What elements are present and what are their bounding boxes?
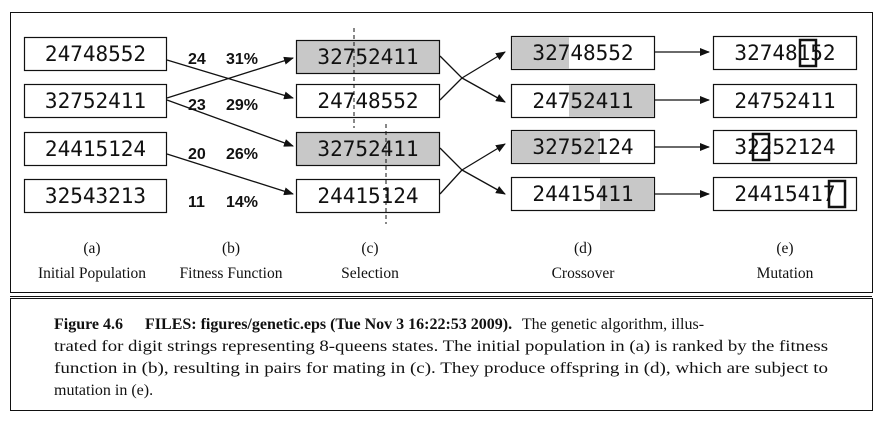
fitness-percent: 26% [226,146,258,163]
crossover-box: 24752411 [510,83,656,119]
fitness-percent: 29% [226,97,258,114]
caption-line: mutation in (e). [54,382,153,399]
selection-string: 32752411 [317,45,418,69]
selection-string: 24415124 [317,184,418,208]
initial-box: 32752411 [23,83,168,119]
fitness-percent: 14% [226,194,258,211]
label-name: Selection [341,265,399,282]
initial-string: 24748552 [45,42,146,66]
initial-string: 32543213 [45,184,146,208]
mutation-box: 32252124 [712,129,858,165]
crossover-column: 32748552 24752411 32752124 24415411 [510,35,656,212]
caption-files: FILES: figures/genetic.eps (Tue Nov 3 16… [145,316,512,333]
label-letter: (b) [222,240,240,257]
mutation-string: 32252124 [734,135,835,159]
selection-box: 32752411 [295,39,441,75]
crossover-string: 24752411 [532,89,633,113]
initial-string: 32752411 [45,89,146,113]
fitness-percent: 31% [226,51,258,68]
label-letter: (d) [574,240,592,257]
mutation-box: 24415417 [712,176,858,212]
caption-figure-number: Figure 4.6 [54,316,123,333]
crossover-string: 32752124 [532,135,633,159]
label-letter: (a) [83,240,100,257]
crossover-box: 32748552 [510,35,656,71]
crossover-box: 32752124 [510,129,656,165]
fitness-values: 24 31% 23 29% 20 26% 11 14% [188,51,258,211]
fitness-score: 11 [188,194,205,211]
initial-box: 32543213 [23,178,168,214]
crossover-string: 24415411 [532,182,633,206]
mutated-digit-marker [827,179,847,209]
label-letter: (e) [776,240,793,257]
caption-line: trated for digit strings representing 8-… [54,338,828,355]
label-name: Mutation [757,265,814,282]
column-labels: (a) Initial Population (b) Fitness Funct… [38,240,814,282]
mutation-string: 32748152 [734,41,835,65]
label-name: Initial Population [38,265,146,282]
label-letter: (c) [361,240,378,257]
fitness-score: 20 [188,146,206,163]
selection-arrows [166,56,294,196]
mutation-column: 32748152 24752411 32252124 24415417 [712,35,858,212]
crossover-arrows [439,51,506,195]
diagram-border [10,12,873,293]
mutation-box: 32748152 [712,35,858,71]
mutation-box: 24752411 [712,83,858,119]
label-name: Fitness Function [180,265,283,282]
selection-column: 32752411 24748552 32752411 24415124 [295,28,441,224]
selection-box: 32752411 [295,131,441,167]
selection-string: 24748552 [317,89,418,113]
initial-string: 24415124 [45,137,146,161]
initial-population: 24748552 32752411 24415124 32543213 [23,36,168,214]
crossover-box: 24415411 [510,176,656,212]
mutation-string: 24415417 [734,182,835,206]
selection-box: 24748552 [295,83,441,119]
mutation-string: 24752411 [734,89,835,113]
figure-caption: Figure 4.6 FILES: figures/genetic.eps (T… [54,316,828,399]
initial-box: 24748552 [23,36,168,72]
crossover-string: 32748552 [532,41,633,65]
mutation-arrows [655,48,710,198]
fitness-score: 23 [188,97,206,114]
label-name: Crossover [552,265,616,282]
selection-string: 32752411 [317,137,418,161]
caption-border [10,298,873,411]
caption-line: The genetic algorithm, illus- [522,316,704,333]
initial-box: 24415124 [23,131,168,167]
mutated-digit-marker [798,38,818,68]
mutated-digit-marker [751,132,771,162]
svg-text:Figure 4.6 FILES: figure: Figure 4.6 FILES: figures/genetic.eps (T… [54,316,704,333]
selection-box: 24415124 [295,178,441,214]
caption-line: function in (b), resulting in pairs for … [54,360,828,377]
fitness-score: 24 [188,51,206,68]
